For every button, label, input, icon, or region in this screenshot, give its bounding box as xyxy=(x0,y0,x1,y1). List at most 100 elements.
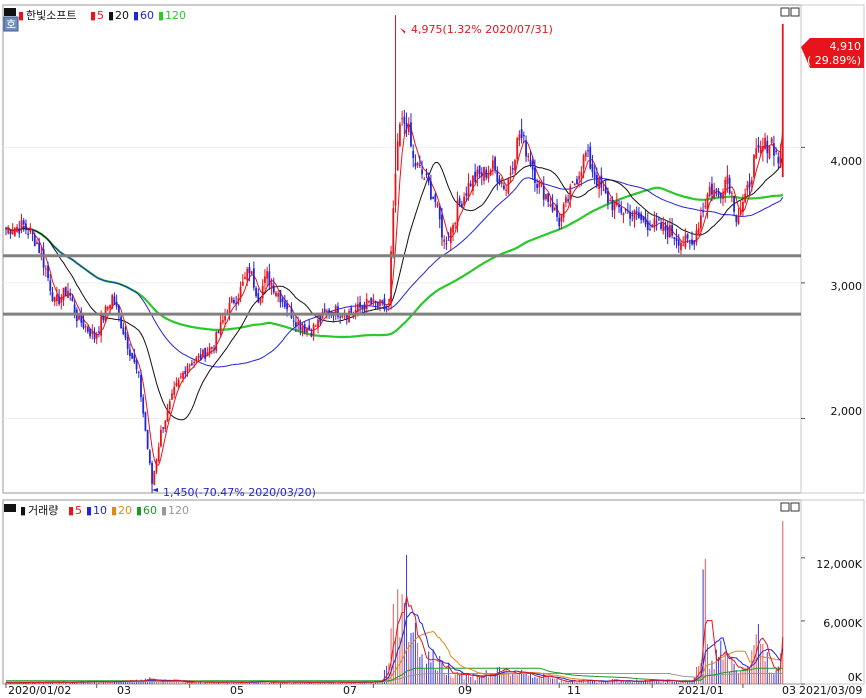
volume-legend-marker-3: ▮ xyxy=(136,504,142,517)
volume-bar xyxy=(740,670,742,684)
volume-bar xyxy=(773,674,775,684)
price-moving-averages xyxy=(5,122,784,466)
close-panel-button[interactable] xyxy=(790,7,800,17)
volume-bar xyxy=(578,681,580,684)
candle-body xyxy=(640,213,643,220)
candle-body xyxy=(595,174,598,186)
volume-bar xyxy=(394,637,396,684)
volume-bar xyxy=(182,681,184,684)
minimize-panel-button[interactable] xyxy=(780,7,790,17)
price-tick-2000: 2,000 xyxy=(831,405,863,418)
volume-bar xyxy=(729,672,731,684)
volume-tick-12000: 12,000K xyxy=(816,558,862,571)
volume-bar xyxy=(481,677,483,684)
volume-bar xyxy=(359,682,361,684)
candle-body xyxy=(38,242,41,254)
volume-bar xyxy=(71,681,73,684)
candle-body xyxy=(264,276,266,283)
volume-bar xyxy=(180,682,182,684)
minimize-volume-panel-button[interactable] xyxy=(780,502,790,512)
candle-body xyxy=(372,299,375,302)
volume-bar xyxy=(452,677,454,684)
volume-bar xyxy=(525,673,527,684)
candle-body xyxy=(626,210,629,212)
x-label-sep: 09 xyxy=(458,684,472,697)
volume-bar xyxy=(27,682,29,684)
volume-bar xyxy=(585,682,587,684)
candle-body xyxy=(478,165,481,175)
candle-body xyxy=(215,332,218,351)
candle-body xyxy=(589,146,592,169)
candle-body xyxy=(47,265,49,278)
candle-body xyxy=(221,320,224,323)
collapse-icon[interactable] xyxy=(4,8,16,16)
candle-body xyxy=(777,156,780,164)
volume-bar xyxy=(352,683,354,684)
volume-bar xyxy=(605,681,607,684)
candle-body xyxy=(669,225,671,238)
close-volume-panel-button[interactable] xyxy=(790,502,800,512)
candle-body xyxy=(177,379,180,386)
volume-bar xyxy=(567,682,569,684)
volume-bar xyxy=(257,681,259,684)
candle-body xyxy=(140,375,142,398)
volume-bar xyxy=(629,680,631,684)
candle-body xyxy=(673,237,676,240)
volume-bar xyxy=(510,675,512,684)
candle-body xyxy=(547,193,550,202)
candle-body xyxy=(503,185,505,190)
candle-body xyxy=(476,169,479,177)
candle-body xyxy=(162,427,165,429)
volume-bar xyxy=(762,643,764,684)
candle-body xyxy=(469,183,472,186)
volume-bar xyxy=(583,678,585,684)
candle-body xyxy=(71,297,74,301)
volume-bar xyxy=(529,672,531,684)
volume-bar xyxy=(483,674,485,684)
volume-collapse-icon[interactable] xyxy=(4,504,16,512)
volume-bar xyxy=(14,682,16,684)
candle-body xyxy=(591,164,594,173)
candle-body xyxy=(737,214,740,225)
candle-body xyxy=(500,181,503,184)
volume-bar xyxy=(479,677,481,684)
candle-body xyxy=(277,293,280,297)
volume-bar xyxy=(290,683,292,684)
candle-body xyxy=(255,287,257,297)
candle-body xyxy=(113,296,116,305)
volume-bar xyxy=(7,682,9,684)
volume-bar xyxy=(153,680,155,684)
volume-bar xyxy=(738,673,740,684)
volume-bar xyxy=(43,682,45,684)
candle-body xyxy=(653,218,656,228)
candle-body xyxy=(190,363,193,366)
candle-body xyxy=(195,357,198,362)
volume-bar xyxy=(662,679,664,684)
candle-body xyxy=(208,347,211,354)
stock-badge-icon[interactable] xyxy=(3,16,19,32)
volume-bar xyxy=(459,675,461,684)
volume-bar xyxy=(206,682,208,684)
candle-body xyxy=(16,226,18,232)
candle-body xyxy=(44,268,47,270)
candle-body xyxy=(193,362,196,364)
candle-body xyxy=(233,300,235,304)
candle-body xyxy=(615,200,618,206)
stock-badge-text: 호 xyxy=(6,18,16,31)
candle-body xyxy=(259,298,262,304)
volume-bar xyxy=(625,681,627,684)
candle-body xyxy=(682,244,685,246)
candle-body xyxy=(538,180,541,188)
volume-bar xyxy=(341,681,343,684)
candle-body xyxy=(40,253,43,255)
candle-body xyxy=(153,471,156,485)
candle-body xyxy=(173,386,176,395)
candle-body xyxy=(29,229,32,233)
x-label-end: 2021/03/09 xyxy=(799,684,862,697)
price-legend-marker-2: ▮ xyxy=(133,9,139,22)
candle-body xyxy=(95,333,98,339)
volume-bar xyxy=(335,681,337,684)
volume-bar xyxy=(474,680,476,684)
candle-body xyxy=(396,141,399,171)
volume-bar xyxy=(722,659,724,684)
